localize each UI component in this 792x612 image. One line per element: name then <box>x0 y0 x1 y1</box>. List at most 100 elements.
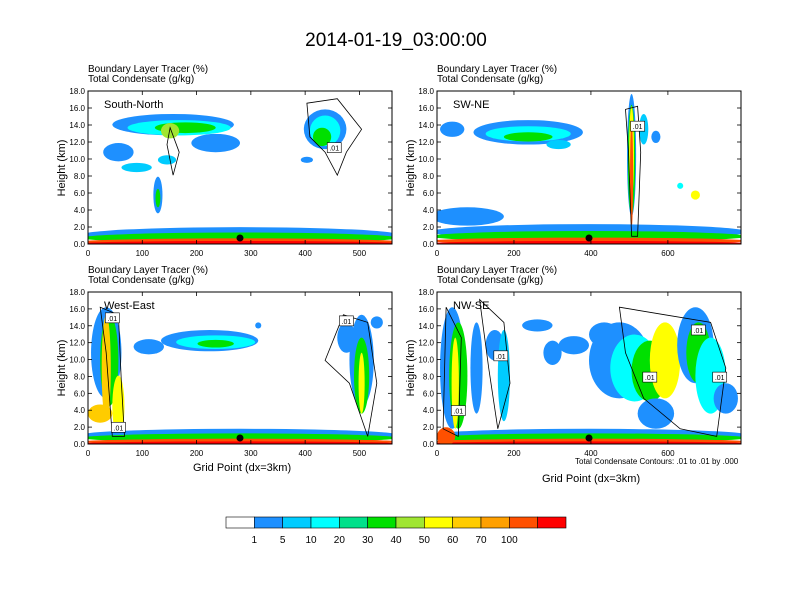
tracer-blob <box>155 188 161 208</box>
panel-sw-ne: .01 SW-NE 0.0 2.0 4.0 6.0 8.0 10.0 12.0 14.0 16.0 1… <box>418 87 742 258</box>
tracer-blob <box>522 319 553 332</box>
contour-label-box <box>450 405 466 416</box>
y-tick-label: 16.0 <box>69 305 85 314</box>
panel-background <box>88 292 392 444</box>
contour-label: .01 <box>342 319 352 326</box>
site-marker <box>585 234 593 242</box>
panel1-field-label-1: Boundary Layer Tracer (%) <box>88 64 209 75</box>
x-tick-label: 100 <box>136 449 150 458</box>
y-tick-label: 18.0 <box>69 288 85 297</box>
y-tick-label: 12.0 <box>69 138 85 147</box>
tracer-blob <box>88 441 392 444</box>
y-tick-label: 12.0 <box>418 138 434 147</box>
y-tick-label: 2.0 <box>423 223 435 232</box>
y-tick-label: 4.0 <box>423 206 435 215</box>
x-tick-label: 200 <box>507 249 521 258</box>
colorbar-level-label: 30 <box>362 535 374 546</box>
x-tick-label: 500 <box>353 249 367 258</box>
main-title: 2014-01-19_03:00:00 <box>305 30 487 51</box>
colorbar-level-label: 100 <box>500 535 518 546</box>
x-tick-label: 600 <box>661 449 675 458</box>
panel-nw-se: .01 .01 .01 .01 .01 NW-SE 0.0 2.0 4.0 6.0 8.0 10.0 1… <box>418 288 742 458</box>
x-tick-label: 600 <box>661 249 675 258</box>
tracer-blob <box>546 139 571 150</box>
contour-label: .01 <box>715 375 725 382</box>
y-tick-label: 6.0 <box>74 389 86 398</box>
contour-label: .01 <box>496 354 506 361</box>
tracer-blob <box>649 322 681 399</box>
colorbar-level-label: 70 <box>475 535 487 546</box>
site-marker <box>236 234 244 242</box>
colorbar-level-label: 1 <box>251 535 258 546</box>
tracer-blob <box>630 121 634 229</box>
panel4-field-label-2: Total Condensate (g/kg) <box>437 275 544 286</box>
y-tick-label: 18.0 <box>418 87 434 96</box>
panel-name: West-East <box>104 300 155 312</box>
x-tick-label: 500 <box>353 449 367 458</box>
x-tick-label: 400 <box>298 249 312 258</box>
y-tick-label: 18.0 <box>69 87 85 96</box>
x-tick-label: 100 <box>136 249 150 258</box>
tracer-blob <box>191 133 240 153</box>
panel-field-1: .01 <box>437 91 741 244</box>
panel2-field-label-1: Boundary Layer Tracer (%) <box>437 64 558 75</box>
condensate-contour <box>625 105 642 237</box>
tracer-blob <box>437 427 456 444</box>
panel3-field-label-1: Boundary Layer Tracer (%) <box>88 265 209 276</box>
tracer-blob <box>470 322 483 414</box>
contour-label: .01 <box>107 316 117 323</box>
tracer-blob <box>440 121 465 137</box>
condensate-contour <box>479 298 511 429</box>
y-tick-label: 6.0 <box>423 389 435 398</box>
y-tick-label: 8.0 <box>74 172 86 181</box>
panel-name: South-North <box>104 99 163 111</box>
x-tick-label: 300 <box>244 249 258 258</box>
colorbar-level-label: 10 <box>305 535 317 546</box>
tracer-blob <box>312 127 332 147</box>
panel-frame <box>87 90 393 245</box>
y-tick-label: 10.0 <box>418 356 434 365</box>
contour-label: .01 <box>329 146 339 153</box>
contour-label: .01 <box>114 425 124 432</box>
tracer-blob <box>101 314 111 422</box>
condensate-contour <box>306 98 363 177</box>
y-tick-label: 14.0 <box>69 121 85 130</box>
tracer-blob <box>677 182 684 189</box>
x-tick-label: 0 <box>86 449 91 458</box>
y-tick-label: 12.0 <box>418 339 434 348</box>
contour-label-box <box>493 350 509 362</box>
tracer-blob <box>713 383 738 414</box>
panel4-field-label-1: Boundary Layer Tracer (%) <box>437 265 558 276</box>
y-tick-label: 14.0 <box>418 322 434 331</box>
tracer-blob <box>157 155 177 165</box>
x-tick-label: 200 <box>190 449 204 458</box>
tracer-blob <box>112 375 125 437</box>
contour-label-box <box>339 315 354 327</box>
y-tick-label: 10.0 <box>69 155 85 164</box>
contour-label-box <box>712 371 728 383</box>
y-tick-label: 14.0 <box>418 121 434 130</box>
y-tick-label: 2.0 <box>74 423 86 432</box>
panel1-field-label-2: Total Condensate (g/kg) <box>88 74 195 85</box>
y-tick-label: 10.0 <box>69 356 85 365</box>
contour-footnote: Total Condensate Contours: .01 to .01 by… <box>575 457 739 466</box>
tracer-blob <box>160 123 180 139</box>
panel-field-2: .01 .01 .01 <box>88 292 392 444</box>
tracer-blob <box>637 398 675 429</box>
y-tick-label: 10.0 <box>418 155 434 164</box>
panel3-xlabel: Grid Point (dx=3km) <box>193 462 292 474</box>
site-marker <box>236 434 244 442</box>
y-tick-label: 0.0 <box>423 240 435 249</box>
panel-field-0: .01 <box>88 91 392 244</box>
contour-label-box <box>691 324 706 336</box>
x-tick-label: 300 <box>244 449 258 458</box>
panel-frame <box>436 291 742 445</box>
y-tick-label: 6.0 <box>423 189 435 198</box>
tracer-blob <box>437 441 741 444</box>
y-tick-label: 8.0 <box>74 372 86 381</box>
y-tick-label: 6.0 <box>74 189 86 198</box>
y-tick-label: 8.0 <box>423 172 435 181</box>
tracer-blob <box>690 190 700 200</box>
contour-label-box <box>630 120 645 132</box>
